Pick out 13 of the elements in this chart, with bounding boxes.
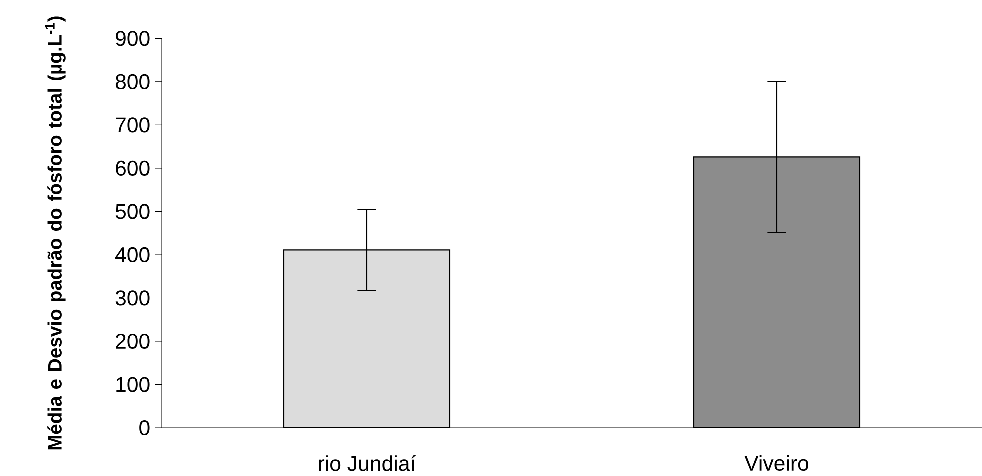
x-tick-label: rio Jundiaí [319,455,416,472]
y-tick-label: 900 [116,31,150,46]
y-tick-label: 0 [140,420,150,436]
y-tick-label: 400 [116,247,150,263]
x-tick-label: Viveiro [744,455,808,472]
y-axis-title: Média e Desvio padrão do fósforo total (µg.L$^{-1}$) [46,16,66,450]
y-tick-label: 700 [116,118,150,133]
y-tick-label: 100 [116,377,150,392]
y-tick-label: 200 [116,334,150,350]
y-tick-label: 600 [116,160,150,176]
y-tick-label: 800 [116,74,150,90]
y-tick-label: 500 [116,204,150,220]
y-tick-label: 300 [116,290,150,306]
